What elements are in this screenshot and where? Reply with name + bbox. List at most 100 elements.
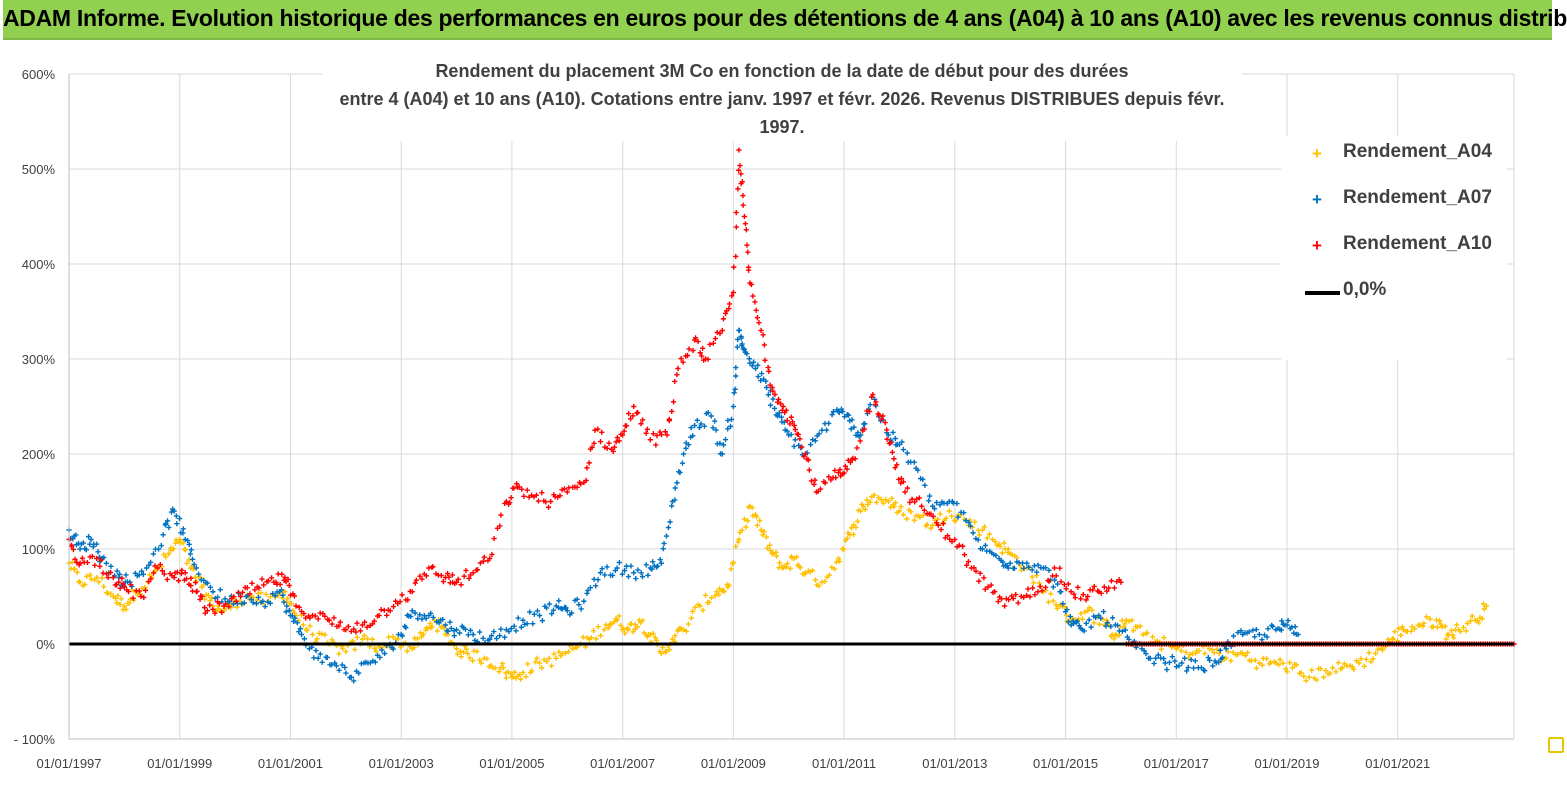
data-point xyxy=(1074,618,1081,624)
data-point xyxy=(1464,620,1471,627)
data-point xyxy=(688,425,694,431)
data-point xyxy=(613,616,619,622)
data-point xyxy=(184,560,190,566)
data-point xyxy=(372,659,378,665)
data-point xyxy=(506,628,512,635)
data-point xyxy=(138,593,144,600)
data-point xyxy=(882,420,888,426)
data-point xyxy=(93,541,100,547)
data-point xyxy=(1045,577,1051,584)
data-point xyxy=(680,359,686,365)
data-point xyxy=(98,557,104,563)
data-point xyxy=(1086,605,1092,611)
data-point xyxy=(341,626,347,633)
data-point xyxy=(524,487,530,493)
data-point xyxy=(976,532,983,538)
data-point xyxy=(336,667,342,673)
resize-handle-icon[interactable] xyxy=(1548,737,1564,753)
data-point xyxy=(640,417,646,423)
data-point xyxy=(853,432,859,438)
data-point xyxy=(775,399,781,405)
data-point xyxy=(92,577,98,583)
data-point xyxy=(194,588,200,594)
data-point xyxy=(127,596,134,602)
y-tick-label: 300% xyxy=(22,352,56,367)
data-point xyxy=(563,605,569,611)
data-point xyxy=(669,408,675,414)
data-point xyxy=(692,335,699,341)
data-point xyxy=(115,593,121,599)
data-point xyxy=(503,675,509,681)
data-point xyxy=(660,644,666,651)
data-point xyxy=(519,486,525,492)
data-point xyxy=(752,299,758,305)
data-point xyxy=(351,626,357,632)
axis-layer: 600% 500% 400% 300% 200% 100% 0% - 100% 01/01/19… xyxy=(14,67,1514,771)
data-point xyxy=(773,412,779,418)
data-point xyxy=(446,574,452,580)
data-point xyxy=(658,560,664,566)
data-point xyxy=(1277,657,1283,663)
data-point xyxy=(590,628,597,634)
data-point xyxy=(725,426,731,432)
data-point xyxy=(1052,577,1058,583)
data-point xyxy=(239,601,245,607)
data-point xyxy=(1030,585,1036,591)
data-point xyxy=(883,497,889,503)
data-point xyxy=(614,434,620,441)
x-tick-label: 01/01/1997 xyxy=(36,756,101,771)
data-point xyxy=(891,504,897,510)
data-point xyxy=(216,600,222,607)
data-point xyxy=(672,633,678,639)
data-point xyxy=(898,504,904,510)
data-point xyxy=(1279,618,1285,624)
data-point xyxy=(1206,657,1213,663)
data-point xyxy=(866,408,873,415)
data-point xyxy=(860,503,866,510)
data-point xyxy=(1134,624,1141,630)
data-point xyxy=(949,539,955,545)
data-point xyxy=(842,414,848,420)
data-point xyxy=(510,674,516,680)
data-point xyxy=(331,615,337,621)
data-point xyxy=(188,547,194,553)
data-point xyxy=(770,396,776,402)
data-point xyxy=(630,629,636,635)
data-point xyxy=(1292,624,1298,630)
data-point xyxy=(296,629,302,635)
data-point xyxy=(155,546,162,552)
data-point xyxy=(1096,612,1102,619)
data-point xyxy=(364,624,370,630)
data-point xyxy=(343,670,349,676)
data-point xyxy=(722,310,729,317)
data-point xyxy=(414,636,421,642)
data-point xyxy=(739,527,745,533)
data-point xyxy=(705,356,711,362)
data-point xyxy=(1060,601,1066,607)
data-point xyxy=(998,596,1005,602)
data-point xyxy=(1046,567,1052,573)
data-point xyxy=(1282,622,1288,628)
data-point xyxy=(736,167,742,173)
data-point xyxy=(797,565,803,571)
data-point xyxy=(405,597,411,603)
data-point xyxy=(726,582,732,588)
data-point xyxy=(975,537,981,543)
data-point xyxy=(912,499,918,505)
data-point xyxy=(452,580,458,586)
data-point xyxy=(1284,669,1290,675)
data-point xyxy=(356,670,362,676)
data-point xyxy=(325,616,331,623)
data-point xyxy=(1035,562,1041,568)
data-point xyxy=(853,524,859,530)
data-point xyxy=(1137,623,1143,629)
data-point xyxy=(170,506,176,512)
data-point xyxy=(733,543,739,550)
data-point xyxy=(182,570,188,576)
data-point xyxy=(408,613,414,620)
data-point xyxy=(553,655,559,661)
legend-label-a04: Rendement_A04 xyxy=(1343,141,1492,162)
data-point xyxy=(778,414,785,420)
data-point xyxy=(784,417,790,424)
data-point xyxy=(1450,632,1456,638)
